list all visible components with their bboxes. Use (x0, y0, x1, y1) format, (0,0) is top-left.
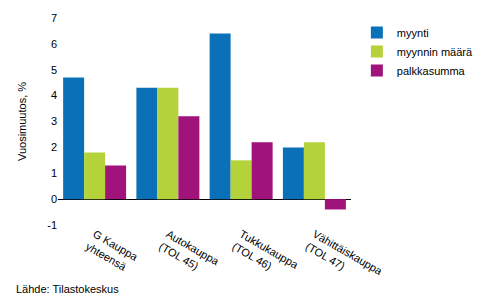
svg-text:7: 7 (51, 12, 57, 24)
svg-text:myynti: myynti (397, 27, 429, 39)
svg-text:4: 4 (51, 89, 57, 101)
svg-text:Autokauppa(TOL 45): Autokauppa(TOL 45) (157, 228, 222, 281)
svg-text:6: 6 (51, 38, 57, 50)
svg-text:-1: -1 (47, 219, 57, 231)
svg-text:palkkasumma: palkkasumma (397, 65, 466, 77)
svg-text:Tukkukauppa(TOL 46): Tukkukauppa(TOL 46) (230, 228, 301, 284)
svg-text:G Kauppayhteensä: G Kauppayhteensä (84, 228, 141, 276)
svg-text:myynnin määrä: myynnin määrä (397, 46, 473, 58)
svg-text:1: 1 (51, 167, 57, 179)
svg-text:Vuosimuutos, %: Vuosimuutos, % (16, 82, 28, 161)
svg-text:5: 5 (51, 64, 57, 76)
svg-text:0: 0 (51, 193, 57, 205)
svg-text:2: 2 (51, 141, 57, 153)
svg-text:Vähittäiskauppa(TOL 47): Vähittäiskauppa(TOL 47) (303, 228, 385, 290)
svg-text:Lähde: Tilastokeskus: Lähde: Tilastokeskus (16, 283, 119, 295)
svg-text:3: 3 (51, 115, 57, 127)
